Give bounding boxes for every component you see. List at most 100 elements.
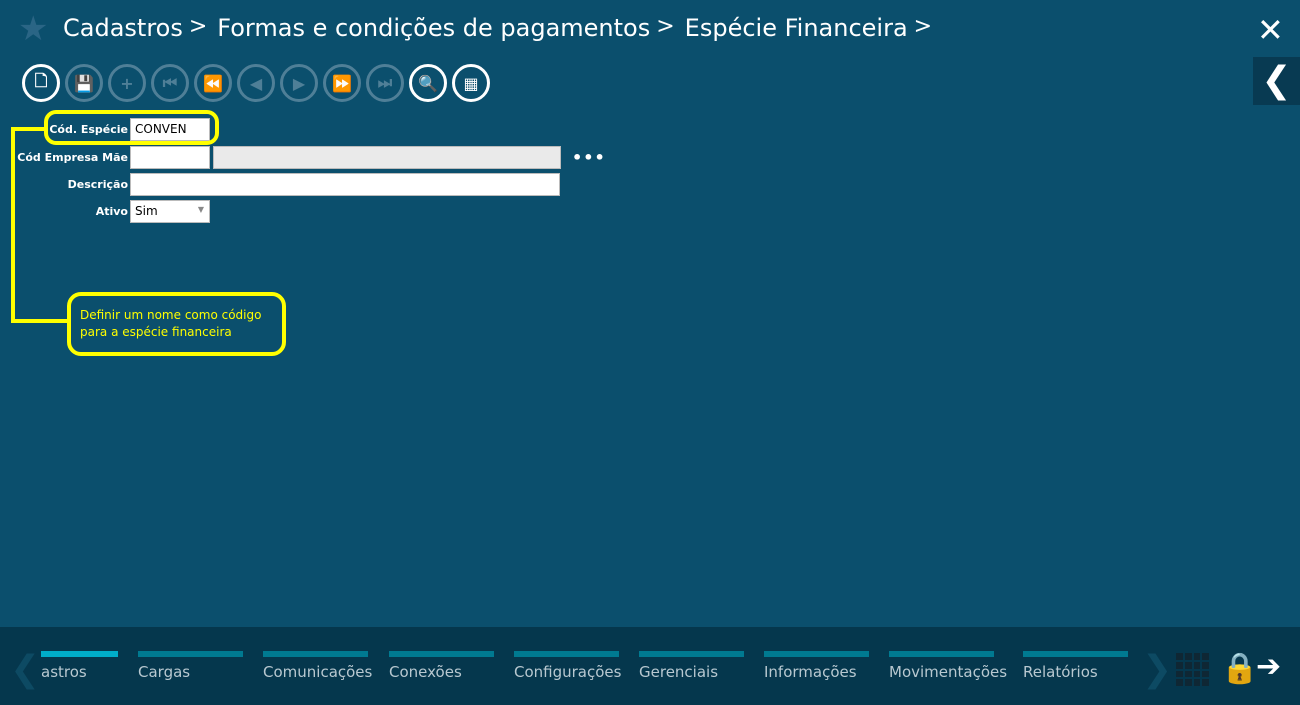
header: ★ Cadastros > Formas e condições de pagam…	[0, 0, 1300, 60]
rewind-button[interactable]: ⏪	[194, 64, 232, 102]
grid-cell	[1202, 679, 1209, 686]
nav-tab[interactable]: Conexões	[389, 651, 494, 681]
new-button[interactable]: 🗋	[22, 64, 60, 102]
close-icon[interactable]: ✕	[1257, 11, 1284, 49]
search-icon: 🔍	[418, 73, 438, 93]
chevron-right-icon: >	[656, 14, 675, 39]
annotation-callout: Definir um nome como código para a espéc…	[67, 292, 286, 356]
cod-especie-label: Cód. Espécie	[49, 123, 128, 136]
add-button[interactable]: +	[108, 64, 146, 102]
grid-cell	[1193, 661, 1201, 669]
logout-arrow-icon[interactable]: ➔	[1256, 649, 1282, 684]
add-icon: +	[120, 73, 134, 93]
ativo-label: Ativo	[95, 205, 128, 218]
nav-tab[interactable]: Gerenciais	[639, 651, 744, 681]
tab-label: Gerenciais	[639, 663, 719, 681]
annotation-connector	[11, 127, 15, 323]
last-icon: ⏭	[377, 73, 393, 92]
scroll-right-icon[interactable]: ❯	[1142, 649, 1173, 690]
grid-cell	[1193, 653, 1201, 660]
tab-label: Movimentações	[889, 663, 1008, 681]
grid-cell	[1184, 670, 1192, 678]
save-button[interactable]: 💾	[65, 64, 103, 102]
annotation-connector	[11, 319, 69, 323]
chevron-right-icon: >	[188, 14, 208, 39]
back-button[interactable]: ❮	[1253, 57, 1300, 105]
field-descricao: Descrição	[0, 173, 560, 196]
field-cod-empresa-mae: Cód Empresa Mãe	[0, 146, 561, 169]
empresa-mae-description	[213, 146, 561, 169]
descricao-input[interactable]	[130, 173, 560, 196]
nav-tab[interactable]: Cargas	[138, 651, 243, 681]
field-ativo: Ativo Sim ▼	[0, 200, 210, 223]
tab-label: Conexões	[389, 663, 462, 681]
next-icon: ▶	[292, 73, 306, 93]
chevron-left-icon: ❮	[1261, 60, 1292, 101]
nav-tab[interactable]: Movimentações	[889, 651, 1008, 681]
next-button[interactable]: ▶	[280, 64, 318, 102]
lock-icon[interactable]: 🔒	[1221, 651, 1259, 686]
search-button[interactable]: 🔍	[409, 64, 447, 102]
field-cod-especie: Cód. Espécie CONVEN	[0, 118, 210, 141]
tab-label: Comunicações	[263, 663, 373, 681]
save-icon: 💾	[74, 73, 94, 93]
bottom-nav: ❮ ❯ 🔒 ➔ astros Cargas Comunicações Conexões…	[0, 627, 1300, 705]
tab-indicator	[138, 651, 243, 657]
tab-indicator	[764, 651, 869, 657]
grid-cell	[1184, 679, 1192, 686]
grid-button[interactable]: ▦	[452, 64, 490, 102]
tab-label: Configurações	[514, 663, 622, 681]
last-button[interactable]: ⏭	[366, 64, 404, 102]
tab-indicator	[389, 651, 494, 657]
grid-cell	[1193, 670, 1201, 678]
new-icon: 🗋	[34, 70, 48, 90]
nav-tab[interactable]: Informações	[764, 651, 869, 681]
grid-cell	[1176, 679, 1183, 686]
fast-forward-button[interactable]: ⏩	[323, 64, 361, 102]
tab-indicator	[889, 651, 994, 657]
breadcrumb-item[interactable]: Espécie Financeira	[684, 14, 908, 42]
cod-empresa-mae-label: Cód Empresa Mãe	[17, 151, 128, 164]
tab-label: Relatórios	[1023, 663, 1098, 681]
tab-label: Cargas	[138, 663, 191, 681]
annotation-connector	[11, 127, 45, 131]
grid-cell	[1202, 653, 1209, 660]
grid-cell	[1202, 670, 1209, 678]
highlight-ring	[44, 110, 219, 145]
breadcrumb-item[interactable]: Formas e condições de pagamentos	[217, 14, 651, 42]
scroll-left-icon[interactable]: ❮	[10, 649, 41, 690]
first-button[interactable]: ⏮	[151, 64, 189, 102]
first-icon: ⏮	[162, 73, 178, 92]
grid-cell	[1176, 670, 1183, 678]
tab-label: Informações	[764, 663, 857, 681]
fast-forward-icon: ⏩	[332, 73, 352, 93]
cod-especie-input[interactable]: CONVEN	[130, 118, 210, 141]
favorite-star-icon[interactable]: ★	[18, 9, 49, 49]
grid-icon: ▦	[463, 73, 479, 93]
cod-empresa-mae-input[interactable]	[130, 146, 210, 169]
grid-cell	[1184, 661, 1192, 669]
apps-grid-icon[interactable]	[1176, 653, 1209, 686]
previous-button[interactable]: ◀	[237, 64, 275, 102]
descricao-label: Descrição	[67, 178, 128, 191]
nav-tab[interactable]: Configurações	[514, 651, 622, 681]
grid-cell	[1202, 661, 1209, 669]
breadcrumb-item[interactable]: Cadastros	[63, 14, 183, 42]
grid-cell	[1176, 653, 1183, 660]
grid-cell	[1193, 679, 1201, 686]
chevron-right-icon: >	[913, 14, 933, 39]
nav-tab[interactable]: astros	[41, 651, 118, 681]
rewind-icon: ⏪	[203, 73, 223, 93]
grid-cell	[1176, 661, 1183, 669]
tab-indicator	[514, 651, 619, 657]
tab-indicator	[1023, 651, 1128, 657]
tab-label: astros	[41, 663, 87, 681]
tab-indicator	[41, 651, 118, 657]
nav-tab[interactable]: Relatórios	[1023, 651, 1128, 681]
nav-tab[interactable]: Comunicações	[263, 651, 373, 681]
ativo-select[interactable]: Sim ▼	[130, 200, 210, 223]
ativo-value: Sim	[135, 204, 158, 218]
breadcrumb: Cadastros > Formas e condições de pagamen…	[63, 14, 936, 42]
previous-icon: ◀	[249, 73, 263, 93]
more-options-icon[interactable]: •••	[572, 148, 606, 167]
